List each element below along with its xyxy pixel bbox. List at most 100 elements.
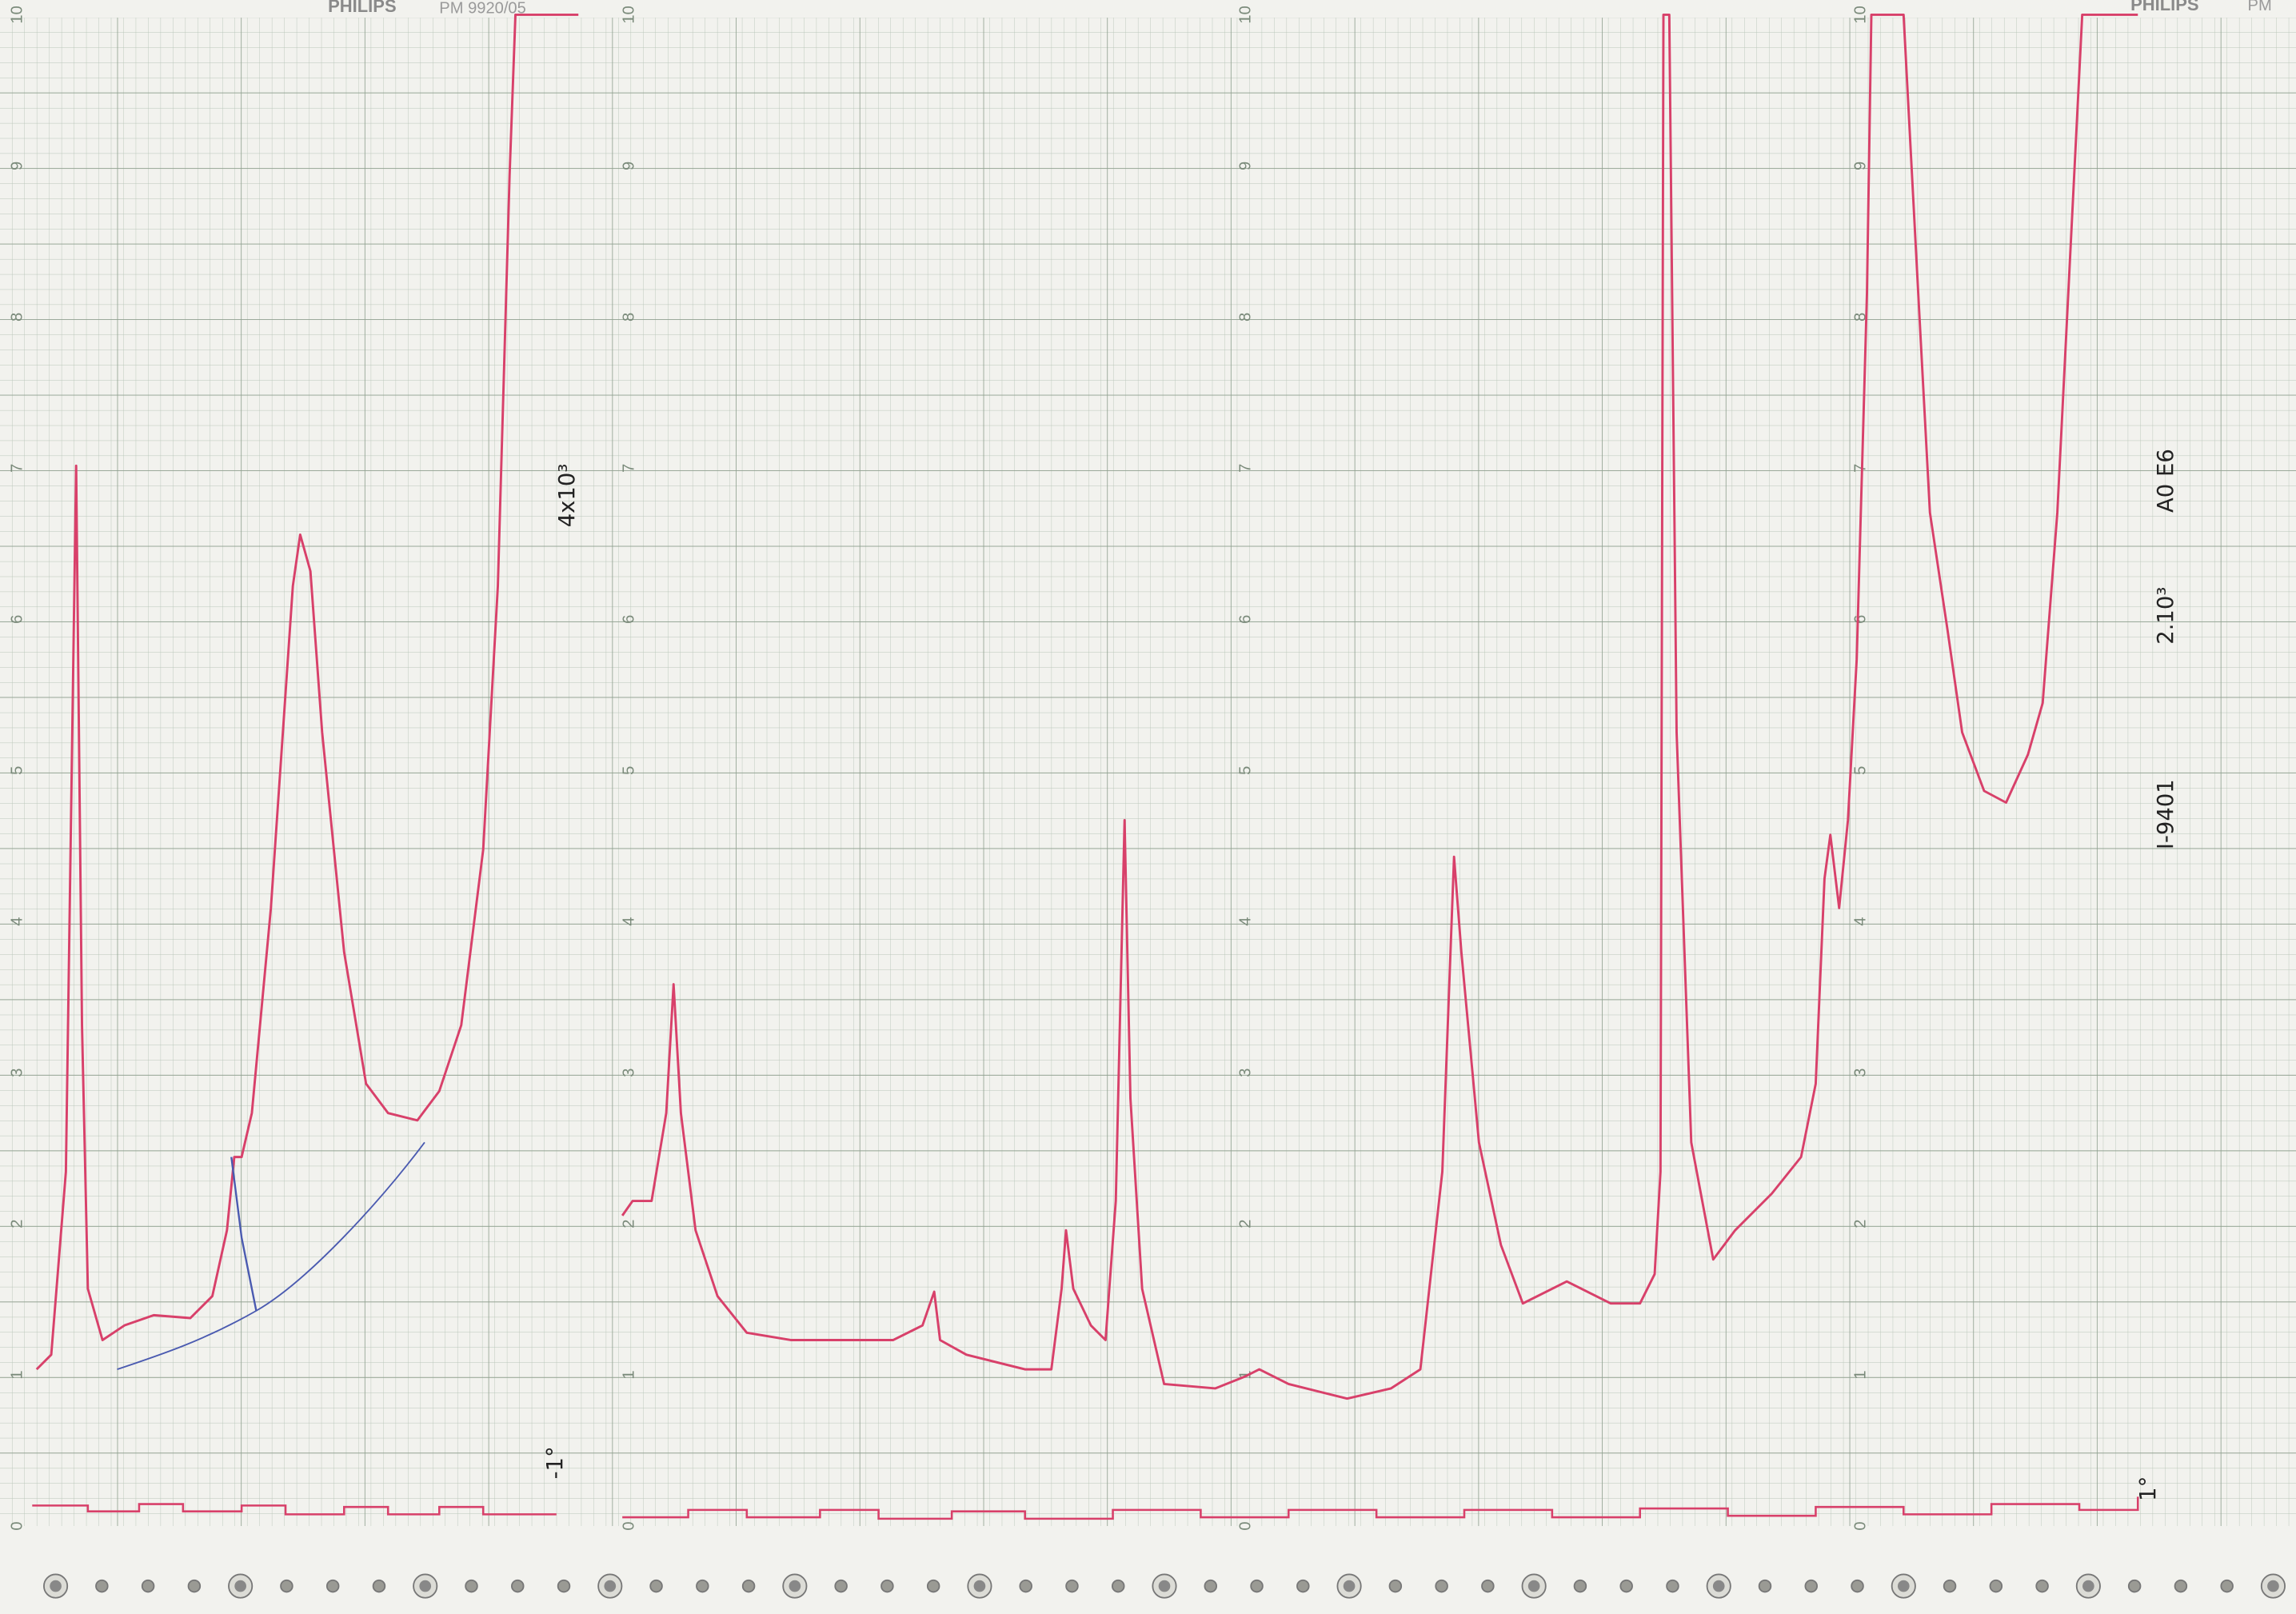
sprocket-hole — [511, 1579, 525, 1593]
baseline-trace — [32, 1503, 557, 1516]
scale-label: 5 — [8, 766, 26, 775]
sprocket-hole — [187, 1579, 202, 1593]
model: PM — [2248, 0, 2272, 14]
sprocket-hole — [880, 1579, 894, 1593]
sprocket-hole — [1666, 1579, 1679, 1593]
sprocket-hole — [95, 1579, 109, 1593]
sprocket-hole — [1435, 1579, 1448, 1593]
major-grid — [0, 18, 2296, 1527]
scale-label: 8 — [1236, 313, 1254, 322]
brand: PHILIPS — [328, 0, 396, 16]
sprocket-hole-center — [2267, 1580, 2279, 1592]
scale-label: 1 — [1852, 1370, 1870, 1379]
sprocket-hole — [280, 1579, 293, 1593]
scale-label: 2 — [621, 1219, 638, 1228]
sprocket-hole — [325, 1579, 340, 1593]
scale-label: 10 — [621, 6, 638, 23]
scale-label: 3 — [1852, 1069, 1870, 1077]
scale-label: 0 — [8, 1521, 26, 1530]
sprocket-hole — [1989, 1579, 2003, 1593]
scale-label: 1 — [8, 1370, 26, 1379]
sprocket-hole — [1851, 1579, 1864, 1593]
sprocket-holes — [43, 1573, 2286, 1599]
annotation: 2.10³ — [2154, 587, 2178, 645]
sprocket-hole — [1943, 1579, 1957, 1593]
sprocket-hole-center — [604, 1580, 617, 1592]
scale-label: 6 — [1852, 615, 1870, 624]
sprocket-hole — [1250, 1579, 1264, 1593]
sprocket-hole-center — [419, 1580, 432, 1592]
scale-label: 10 — [1852, 6, 1870, 23]
scale-label: 5 — [1852, 766, 1870, 775]
sprocket-hole-center — [234, 1580, 246, 1592]
scale-label: 0 — [1852, 1521, 1870, 1530]
sprocket-hole-center — [1343, 1580, 1356, 1592]
scale-label: 9 — [1852, 162, 1870, 170]
scale-label: 8 — [621, 313, 638, 322]
sprocket-hole-center — [1712, 1580, 1725, 1592]
scale-label: 6 — [8, 615, 26, 624]
scale-label: 6 — [621, 615, 638, 624]
scale-label: 7 — [8, 464, 26, 473]
baseline-trace — [622, 1496, 2139, 1520]
scale-label: 2 — [1852, 1219, 1870, 1228]
scale-label: 7 — [1236, 464, 1254, 473]
annotation: -1° — [543, 1446, 568, 1479]
sprocket-hole-center — [1527, 1580, 1540, 1592]
sprocket-hole — [1204, 1579, 1218, 1593]
sprocket-hole — [834, 1579, 848, 1593]
recorder-trace — [621, 13, 2138, 1400]
scale-label: 9 — [8, 162, 26, 170]
sprocket-hole — [141, 1579, 155, 1593]
sprocket-hole — [649, 1579, 663, 1593]
annotation: I-9401 — [2154, 779, 2178, 849]
sprocket-hole — [1481, 1579, 1495, 1593]
sprocket-hole — [2174, 1579, 2188, 1593]
scale-label: 5 — [621, 766, 638, 775]
scale-labels: 0123456789100123456789100123456789100123… — [8, 6, 1869, 1530]
scale-label: 9 — [621, 162, 638, 170]
scale-label: 3 — [8, 1069, 26, 1077]
recorder-trace — [35, 13, 579, 1371]
sprocket-hole-center — [1897, 1580, 1910, 1592]
sprocket-hole — [696, 1579, 709, 1593]
scale-label: 0 — [1236, 1521, 1254, 1530]
sprocket-hole — [1019, 1579, 1032, 1593]
scale-label: 8 — [8, 313, 26, 322]
scale-label: 4 — [8, 917, 26, 926]
scale-label: 3 — [621, 1069, 638, 1077]
scale-label: 9 — [1236, 162, 1254, 170]
sprocket-hole — [2035, 1579, 2049, 1593]
scale-label: 2 — [1236, 1219, 1254, 1228]
scale-label: 4 — [1236, 917, 1254, 926]
sprocket-hole-center — [789, 1580, 801, 1592]
sprocket-hole — [372, 1579, 386, 1593]
sprocket-hole — [1111, 1579, 1125, 1593]
sprocket-hole — [1065, 1579, 1079, 1593]
annotation: 1° — [2136, 1476, 2161, 1501]
pencil-mark — [230, 1157, 258, 1312]
scale-label: 7 — [621, 464, 638, 473]
sprocket-hole — [741, 1579, 756, 1593]
scale-label: 5 — [1236, 766, 1254, 775]
sprocket-hole — [926, 1579, 940, 1593]
sprocket-hole — [1573, 1579, 1587, 1593]
scale-label: 3 — [1236, 1069, 1254, 1077]
scale-label: 6 — [1236, 615, 1254, 624]
sprocket-hole — [2220, 1579, 2234, 1593]
pencil-baseline — [117, 1141, 425, 1370]
scale-label: 2 — [8, 1219, 26, 1228]
scale-label: 8 — [1852, 313, 1870, 322]
sprocket-hole — [1619, 1579, 1633, 1593]
annotation: 4x10³ — [555, 464, 580, 528]
sprocket-hole — [557, 1579, 571, 1593]
sprocket-hole-center — [2082, 1580, 2094, 1592]
annotation: A0 E6 — [2154, 449, 2178, 513]
sprocket-hole — [1804, 1579, 1818, 1593]
model: PM 9920/05 — [439, 0, 526, 18]
sprocket-hole — [1758, 1579, 1772, 1593]
scale-label: 10 — [8, 6, 26, 23]
sprocket-hole — [2127, 1579, 2142, 1593]
brand: PHILIPS — [2130, 0, 2198, 14]
